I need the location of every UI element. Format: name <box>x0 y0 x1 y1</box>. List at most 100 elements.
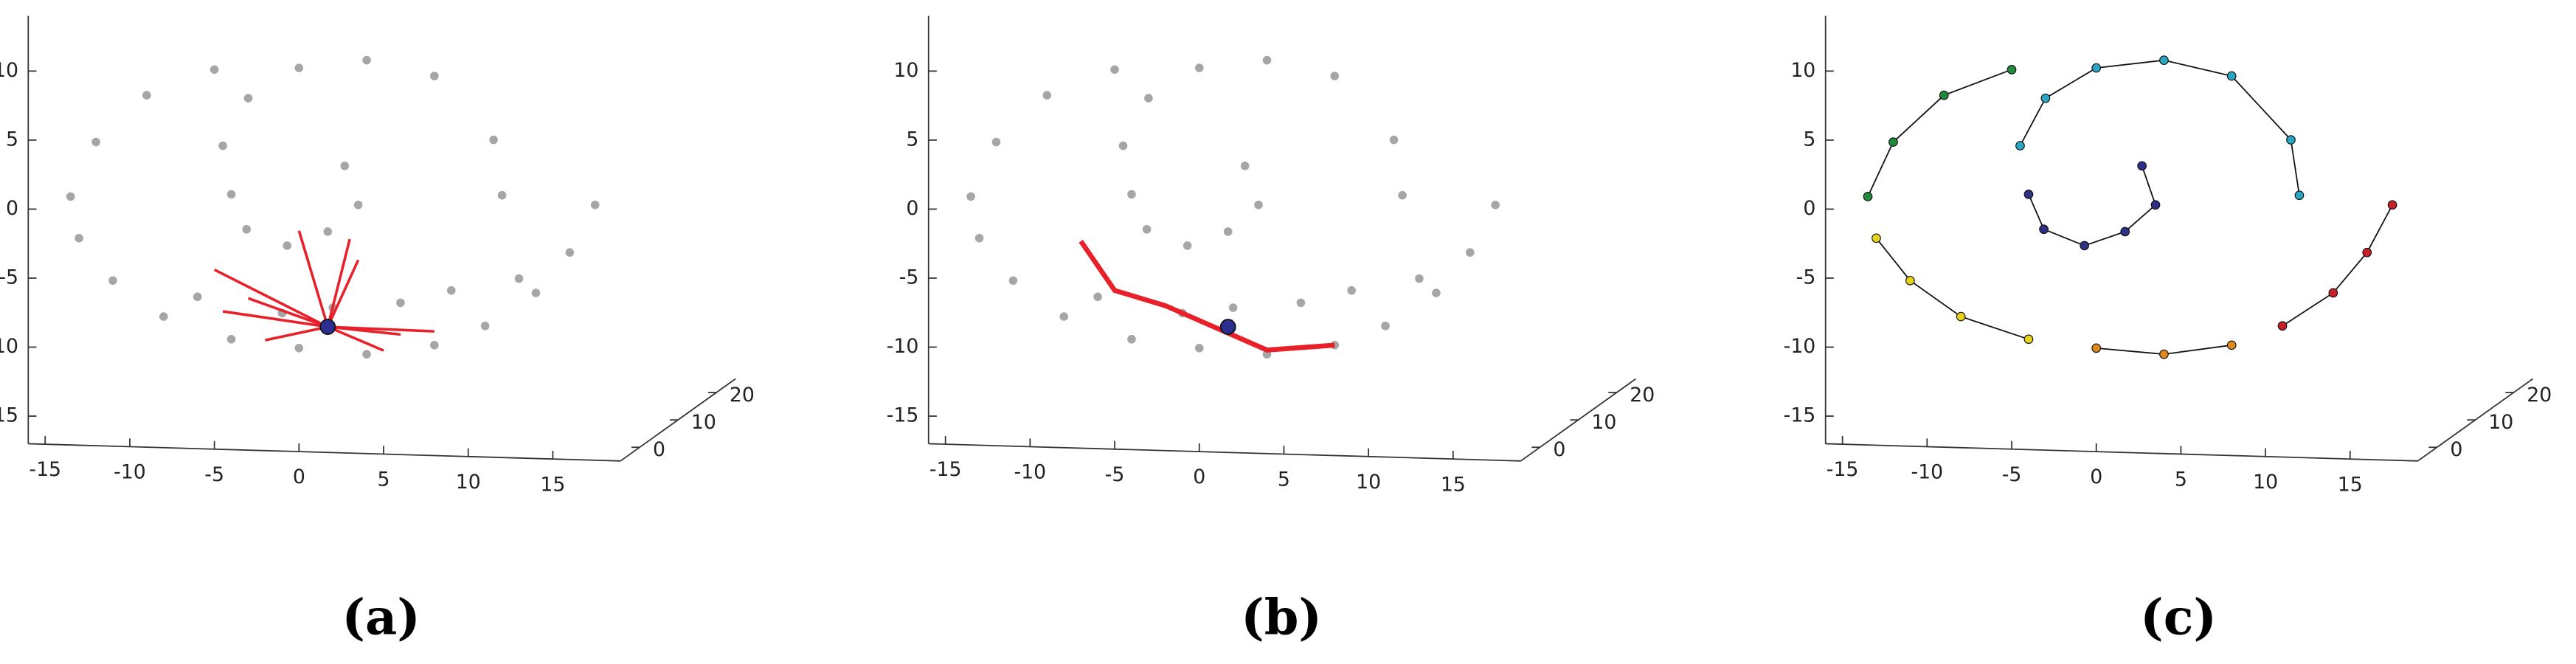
point <box>218 141 227 151</box>
z-tick-label: 10 <box>691 411 716 434</box>
point <box>226 335 236 344</box>
node <box>2277 321 2288 331</box>
point <box>974 234 984 243</box>
neighbor-edge <box>327 325 384 352</box>
node <box>2328 288 2338 298</box>
point <box>1254 200 1263 210</box>
point <box>1194 344 1204 353</box>
x-tick-label: -15 <box>929 458 962 481</box>
node <box>2226 340 2237 350</box>
z-tick-label: 20 <box>730 384 755 407</box>
node <box>2159 55 2169 65</box>
x-tick-label: -5 <box>1105 463 1125 486</box>
point <box>340 162 350 170</box>
z-tick-label: 20 <box>1630 384 1655 407</box>
x-tick-label: 10 <box>1356 471 1381 494</box>
x-tick-label: -10 <box>114 461 146 484</box>
y-tick-label: 5 <box>906 128 918 151</box>
point <box>1042 91 1052 100</box>
x-tick-label: 5 <box>1278 468 1290 491</box>
x-tick-label: 15 <box>1441 473 1466 496</box>
x-axis <box>28 443 621 462</box>
point <box>1183 241 1192 250</box>
x-tick-label: 5 <box>2175 468 2187 491</box>
point <box>1142 224 1152 234</box>
point <box>1389 135 1399 145</box>
y-tick-label: 10 <box>0 59 18 82</box>
z-tick-label: 10 <box>2488 411 2513 434</box>
point <box>1262 55 1272 65</box>
node <box>2023 334 2034 345</box>
y-tick-label: -15 <box>887 404 919 427</box>
point <box>294 344 304 353</box>
neighbor-edge <box>326 259 360 328</box>
neighbor-edge <box>222 310 328 328</box>
graph-edges <box>1875 238 2029 340</box>
caption: (a) <box>342 587 420 646</box>
neighbor-edge <box>265 325 328 342</box>
x-tick-label: -10 <box>1014 461 1047 484</box>
neighbor-edge <box>297 230 330 328</box>
node <box>1939 90 1949 100</box>
panel: -15 -10 -5 0 5 10 -15 -10 -5 0 5 10 15 0 10 20 (c) <box>1784 15 2552 646</box>
point <box>1240 162 1250 170</box>
node <box>2023 190 2034 199</box>
node <box>2137 161 2147 171</box>
node <box>2091 343 2102 353</box>
x-tick-label: 0 <box>2090 466 2102 488</box>
point <box>1296 298 1306 308</box>
point <box>1008 276 1018 286</box>
point <box>193 292 202 302</box>
node <box>1863 192 1873 201</box>
x-tick-label: 10 <box>456 471 481 494</box>
point <box>243 94 253 103</box>
point <box>1127 190 1136 199</box>
point <box>1194 63 1204 72</box>
node <box>2040 93 2051 103</box>
x-tick-label: 0 <box>293 466 305 488</box>
y-tick-label: -5 <box>0 266 18 288</box>
node <box>2007 64 2017 75</box>
point <box>590 200 600 210</box>
x-tick-label: -5 <box>2002 463 2022 486</box>
neighbor-edge <box>326 238 351 328</box>
x-tick-label: 10 <box>2253 471 2278 494</box>
node <box>2150 200 2161 210</box>
query-point <box>1219 319 1236 335</box>
y-tick-label: -15 <box>0 404 18 427</box>
point <box>294 63 304 72</box>
x-tick-label: 0 <box>1193 466 1205 488</box>
caption: (c) <box>2140 587 2217 646</box>
point <box>1223 227 1233 236</box>
y-tick-label: -5 <box>899 266 919 288</box>
node <box>2362 247 2372 257</box>
point <box>362 55 371 65</box>
x-tick-label: -15 <box>29 458 61 481</box>
point <box>1228 303 1238 312</box>
point <box>1093 292 1102 302</box>
point <box>396 298 405 308</box>
point <box>210 65 219 75</box>
neighbor-edge <box>328 325 434 333</box>
x-tick-label: -10 <box>1911 461 1943 484</box>
neighbor-edge <box>247 297 328 328</box>
point <box>283 241 292 250</box>
panel: -15 -10 -5 0 5 10 -15 -10 -5 0 5 10 15 0 10 20 (a) <box>0 15 755 646</box>
point <box>1330 72 1340 80</box>
point <box>514 274 524 283</box>
node <box>1888 137 1898 147</box>
neighbor-edge <box>213 269 329 328</box>
node <box>2286 135 2296 145</box>
point <box>565 248 575 257</box>
node <box>2294 190 2305 201</box>
point <box>1347 286 1356 295</box>
point <box>1127 335 1136 344</box>
node <box>2039 224 2049 235</box>
graph-edges <box>2028 165 2157 246</box>
y-tick-label: 0 <box>6 197 18 220</box>
x-tick-label: -5 <box>204 463 224 486</box>
point <box>1059 312 1069 321</box>
z-tick-label: 10 <box>1591 411 1616 434</box>
point <box>1465 248 1475 257</box>
